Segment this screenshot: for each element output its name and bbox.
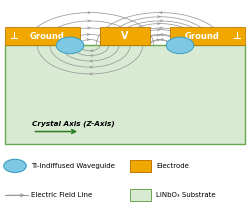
Circle shape <box>166 37 194 54</box>
Circle shape <box>4 159 26 173</box>
Bar <box>5 27 80 45</box>
Text: LiNbO₃ Substrate: LiNbO₃ Substrate <box>156 192 216 198</box>
Text: Ground: Ground <box>30 32 65 41</box>
Circle shape <box>56 37 84 54</box>
Text: Ground: Ground <box>185 32 220 41</box>
Bar <box>130 189 151 201</box>
Text: Electric Field Line: Electric Field Line <box>31 192 92 198</box>
Text: Crystal Axis (Z-Axis): Crystal Axis (Z-Axis) <box>32 120 115 127</box>
Bar <box>100 27 150 45</box>
Text: Electrode: Electrode <box>156 163 189 169</box>
Text: V: V <box>121 31 129 41</box>
Text: Ti-Indiffused Waveguide: Ti-Indiffused Waveguide <box>31 163 115 169</box>
Text: ⊥: ⊥ <box>9 31 18 41</box>
Bar <box>5 45 245 144</box>
Text: ⊥: ⊥ <box>232 31 241 41</box>
Bar <box>170 27 245 45</box>
Bar <box>130 160 151 172</box>
